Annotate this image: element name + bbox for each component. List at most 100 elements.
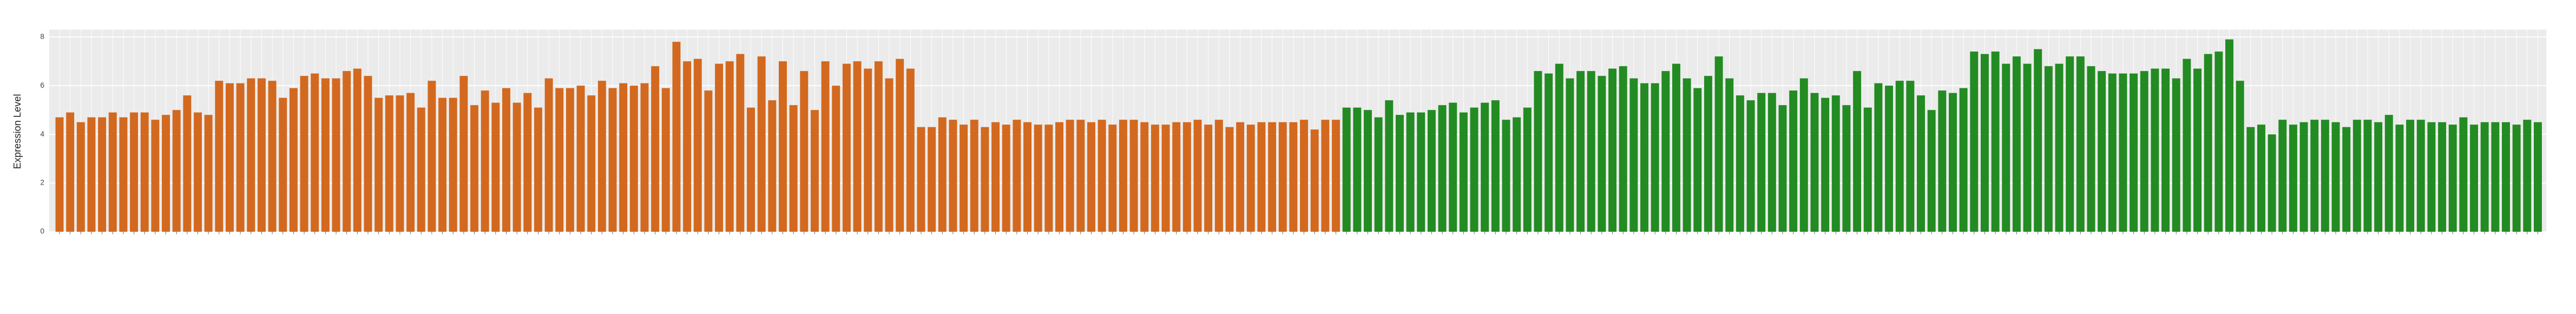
bar: [1778, 105, 1787, 232]
bar: [2183, 58, 2191, 232]
bar: [1225, 127, 1234, 232]
bar: [1799, 78, 1808, 232]
bar: [406, 93, 415, 232]
bar: [736, 54, 745, 232]
bar: [2214, 51, 2223, 232]
bar: [1810, 93, 1819, 232]
bar: [715, 63, 724, 232]
bar: [2512, 125, 2521, 232]
bar: [1013, 120, 1021, 232]
bar: [2002, 63, 2010, 232]
bar: [1874, 83, 1883, 232]
bar: [2363, 120, 2372, 232]
bar: [1598, 76, 1606, 232]
bar: [1055, 122, 1063, 232]
bar: [1853, 71, 1862, 232]
bar: [343, 71, 351, 232]
bar: [1725, 78, 1734, 232]
bar: [2161, 68, 2170, 232]
bar: [1970, 51, 1979, 232]
bar: [98, 117, 107, 232]
bar: [885, 78, 893, 232]
bar: [960, 125, 968, 232]
bar: [2491, 122, 2500, 232]
bar: [1044, 125, 1053, 232]
bar: [597, 81, 606, 232]
bar: [162, 115, 170, 232]
bar: [215, 81, 224, 232]
bar: [906, 68, 915, 232]
bar: [311, 73, 319, 232]
bar: [2140, 71, 2148, 232]
bar: [640, 83, 649, 232]
bar: [789, 105, 798, 232]
bar: [1545, 73, 1553, 232]
bar: [896, 58, 904, 232]
y-tick-label: 2: [40, 179, 44, 187]
bar: [2119, 73, 2127, 232]
bar: [1885, 86, 1894, 232]
bar: [1140, 122, 1149, 232]
bar: [151, 120, 160, 232]
bar: [353, 68, 362, 232]
bar: [1767, 93, 1776, 232]
bar: [279, 97, 287, 232]
bar: [2321, 120, 2329, 232]
bar: [438, 97, 447, 232]
bar: [1342, 107, 1351, 232]
bar: [1385, 100, 1394, 232]
bar: [1619, 66, 1627, 232]
bar: [2151, 68, 2159, 232]
bar: [725, 61, 734, 232]
bar: [2416, 120, 2425, 232]
bar: [1736, 95, 1744, 232]
bar: [374, 97, 383, 232]
bar: [1374, 117, 1383, 232]
bar: [938, 117, 947, 232]
bar: [1395, 115, 1404, 232]
bar: [226, 83, 234, 232]
bar: [183, 95, 192, 232]
bar: [247, 78, 255, 232]
bar: [108, 112, 117, 232]
bar: [1980, 54, 1989, 232]
bar: [2055, 63, 2064, 232]
bar: [1246, 125, 1255, 232]
bar: [1182, 122, 1191, 232]
bar: [629, 86, 638, 232]
bar: [1268, 122, 1277, 232]
bar: [512, 102, 521, 232]
bar: [991, 122, 1000, 232]
bar: [1449, 102, 1457, 232]
bar: [204, 115, 213, 232]
bar: [2448, 125, 2457, 232]
bar: [2470, 125, 2479, 232]
bar: [981, 127, 989, 232]
bar: [2384, 115, 2393, 232]
bar: [2289, 125, 2297, 232]
bar: [1959, 88, 1968, 232]
bar: [1193, 120, 1202, 232]
bar: [1034, 125, 1042, 232]
bar: [2310, 120, 2319, 232]
bar: [1661, 71, 1670, 232]
bar: [757, 56, 766, 232]
y-axis-label: Expression Level: [12, 94, 23, 169]
bar: [2236, 81, 2244, 232]
bar: [1523, 107, 1532, 232]
bar: [608, 88, 617, 232]
bar: [2130, 73, 2138, 232]
bar: [1438, 105, 1447, 232]
bar: [1459, 112, 1468, 232]
bar: [2098, 71, 2106, 232]
bar: [502, 88, 510, 232]
bar: [321, 78, 330, 232]
bar: [1481, 102, 1489, 232]
bar: [1491, 100, 1500, 232]
bar: [2066, 56, 2074, 232]
bar: [1927, 110, 1936, 232]
bar: [1513, 117, 1521, 232]
bar: [928, 127, 936, 232]
bar: [1821, 97, 1830, 232]
